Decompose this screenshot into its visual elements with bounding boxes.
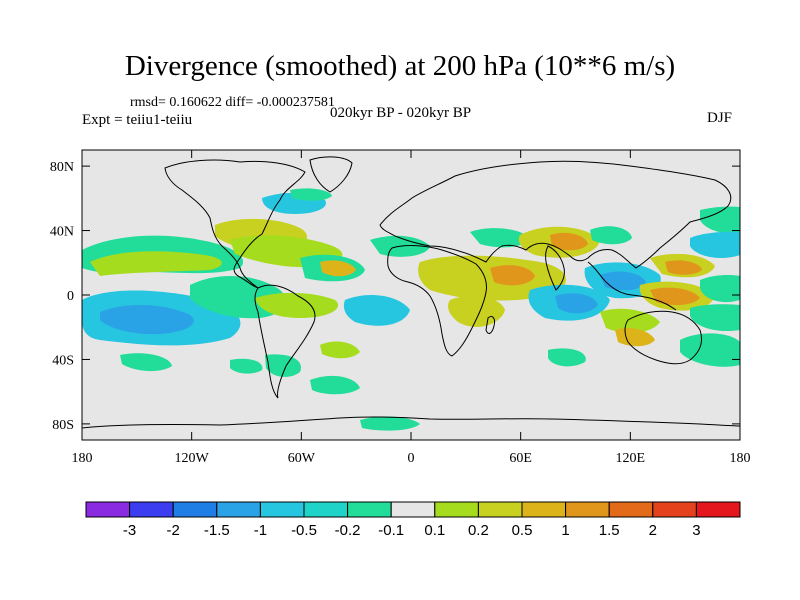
colorbar-label: 0.2 [468, 522, 489, 539]
field-region [265, 354, 301, 377]
field-region [600, 271, 646, 291]
colorbar-swatch [608, 501, 654, 518]
field-region [343, 295, 410, 326]
field-region [418, 255, 567, 301]
field-region [448, 295, 505, 327]
lon-tick-label: 60W [288, 451, 316, 466]
field-region [680, 333, 740, 367]
colorbar-label: 3 [692, 522, 700, 539]
coastline-europe-asia [379, 160, 732, 269]
field-region [700, 206, 740, 234]
field-region [690, 231, 740, 259]
coastline-southeast-asia [587, 261, 677, 311]
lon-tick-label: 180 [730, 451, 751, 466]
colorbar-label: -0.2 [335, 522, 361, 539]
field-region [600, 308, 660, 333]
lat-tick-label: 80S [52, 418, 74, 433]
field-region [490, 265, 535, 286]
colorbar-label: -1 [254, 522, 267, 539]
lon-tick-label: 0 [408, 451, 415, 466]
lat-tick-label: 80N [50, 160, 74, 175]
coastline-madagascar [485, 315, 495, 334]
colorbar-label: 2 [649, 522, 657, 539]
coastline-antarctica [82, 416, 740, 429]
field-region [555, 293, 598, 314]
field-region [290, 188, 332, 201]
coastline-north-america [164, 159, 306, 289]
coastline-greenland [309, 156, 353, 193]
field-region [590, 226, 632, 245]
colorbar [85, 501, 741, 518]
coastline-south-america [254, 284, 316, 399]
divergence-field [82, 188, 740, 431]
field-region [100, 304, 194, 335]
colorbar-swatch [652, 501, 697, 518]
field-region [700, 275, 740, 303]
lon-tick-label: 120W [175, 451, 210, 466]
axis-tick-labels: 180 120W 60W 0 60E 120E 180 80N 40N 0 40S 80S [50, 160, 751, 466]
field-region [255, 292, 339, 318]
field-region [310, 375, 360, 395]
period-label: 020kyr BP - 020kyr BP [330, 105, 472, 121]
lon-tick-label: 60E [509, 451, 532, 466]
colorbar-swatch [303, 501, 349, 518]
field-region [320, 341, 360, 359]
lat-tick-label: 40N [50, 225, 74, 240]
lat-tick-label: 40S [52, 353, 74, 368]
field-region [665, 260, 702, 275]
colorbar-labels: -3 -2 -1.5 -1 -0.5 -0.2 -0.1 0.1 0.2 0.5 1 1.5 2 3 [123, 522, 701, 539]
coastlines [82, 156, 740, 429]
colorbar-label: 1.5 [599, 522, 620, 539]
colorbar-swatch [216, 501, 261, 518]
colorbar-swatch [434, 501, 479, 518]
field-region [470, 228, 530, 248]
colorbar-swatch [129, 501, 174, 518]
colorbar-swatch [477, 501, 523, 518]
field-region [230, 358, 263, 374]
field-region [690, 304, 740, 332]
field-region [650, 287, 700, 306]
field-region [320, 260, 356, 277]
colorbar-label: -1.5 [204, 522, 230, 539]
field-region [360, 416, 420, 431]
colorbar-label: -0.5 [291, 522, 317, 539]
colorbar-swatch [521, 501, 567, 518]
lon-tick-label: 120E [616, 451, 646, 466]
axis-ticks [81, 150, 741, 440]
colorbar-swatch [259, 501, 305, 518]
stats-label: rmsd= 0.160622 diff= -0.000237581 [130, 95, 335, 110]
field-region [120, 353, 172, 372]
colorbar-swatch [172, 501, 218, 518]
colorbar-label: -0.1 [378, 522, 404, 539]
coastline-india [545, 245, 565, 291]
colorbar-label: 0.1 [424, 522, 445, 539]
coastline-africa [387, 245, 487, 357]
coastline-australia [624, 310, 703, 365]
field-region [90, 251, 222, 276]
field-region [550, 232, 588, 251]
colorbar-label: -2 [167, 522, 180, 539]
map-title: Divergence (smoothed) at 200 hPa (10**6 … [124, 50, 676, 82]
colorbar-swatch [565, 501, 610, 518]
lat-tick-label: 0 [67, 289, 74, 304]
colorbar-label: -3 [123, 522, 136, 539]
experiment-label: Expt = teiiu1-teiiu [82, 112, 193, 128]
colorbar-swatch [347, 501, 392, 518]
colorbar-label: 0.5 [512, 522, 533, 539]
field-region [548, 348, 586, 367]
colorbar-label: 1 [561, 522, 569, 539]
colorbar-swatch [85, 501, 131, 518]
colorbar-swatch [390, 501, 436, 518]
colorbar-swatch [695, 501, 741, 518]
lon-tick-label: 180 [72, 451, 93, 466]
season-label: DJF [707, 110, 733, 126]
